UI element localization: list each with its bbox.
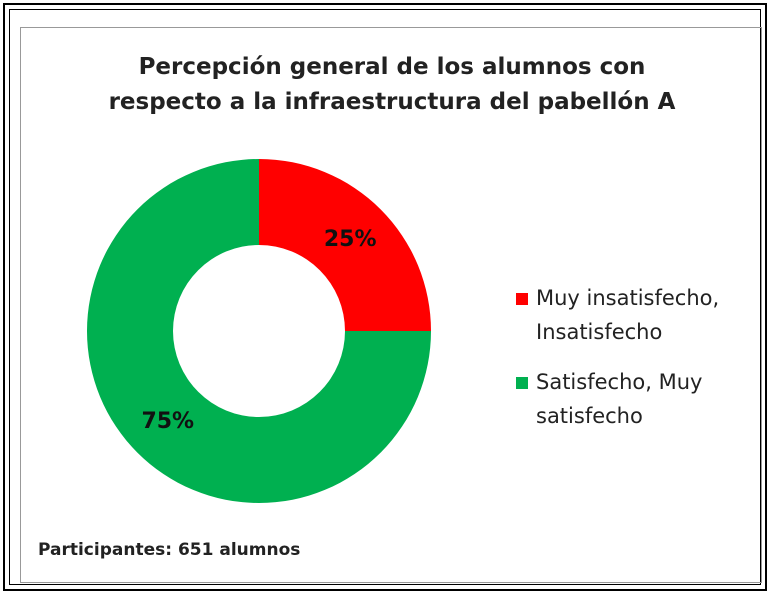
- legend-label: Muy insatisfecho, Insatisfecho: [536, 286, 720, 344]
- legend-swatch: [516, 377, 528, 389]
- legend-item: Muy insatisfecho, Insatisfecho: [516, 281, 746, 349]
- data-label: 75%: [141, 409, 194, 434]
- chart-area: [20, 27, 762, 583]
- legend-label: Satisfecho, Muy satisfecho: [536, 370, 703, 428]
- donut-slice: [259, 159, 431, 331]
- donut-slice: [87, 159, 431, 503]
- data-label: 25%: [324, 227, 377, 252]
- annotation: Participantes: 651 alumnos: [38, 540, 301, 560]
- legend-swatch: [516, 293, 528, 305]
- chart-title: Percepción general de los alumnos con re…: [108, 54, 676, 115]
- outer-frame: [3, 3, 767, 591]
- inner-frame: [9, 9, 761, 585]
- legend-item: Satisfecho, Muy satisfecho: [516, 365, 746, 433]
